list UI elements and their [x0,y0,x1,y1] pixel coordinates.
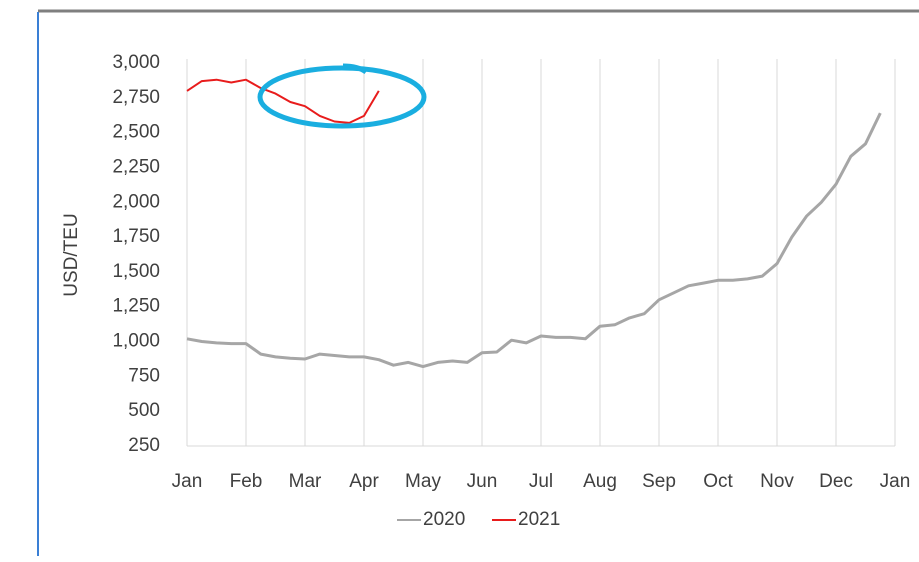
highlight-ellipse [257,65,427,129]
y-tick-label: 2,250 [112,156,160,177]
legend-label: 2021 [518,509,560,530]
y-tick-label: 500 [128,400,160,421]
y-tick-label: 2,750 [112,87,160,108]
x-tick-label: Jul [529,471,553,492]
series-line [186,78,380,124]
y-tick-label: 3,000 [112,52,160,73]
x-tick-label: Sep [642,471,676,492]
y-tick-label: 1,000 [112,331,160,352]
highlight-stroke [342,63,368,75]
x-tick-label: Jan [172,471,203,492]
legend-label: 2020 [423,509,465,530]
x-tick-label: Nov [760,471,794,492]
y-tick-label: 2,500 [112,122,160,143]
y-tick-label: 2,000 [112,191,160,212]
x-tick-label: Apr [349,471,379,492]
y-axis-label: USD/TEU [61,213,82,296]
x-tick-label: Oct [703,471,733,492]
x-tick-label: Feb [230,471,263,492]
y-tick-label: 1,500 [112,261,160,282]
plot-area: Jan Feb Mar Apr May Jun Jul Aug Sep Oct Nov Dec Jan 2… [112,52,910,530]
y-tick-label: 250 [128,435,160,456]
series-line [186,112,882,369]
y-tick-label: 1,750 [112,226,160,247]
x-tick-label: Jun [467,471,498,492]
x-tick-label: Mar [289,471,322,492]
x-tick-label: Jan [880,471,911,492]
x-tick-label: Dec [819,471,853,492]
y-tick-label: 750 [128,365,160,386]
y-tick-label: 1,250 [112,296,160,317]
x-tick-label: Aug [583,471,617,492]
x-tick-label: May [405,471,441,492]
